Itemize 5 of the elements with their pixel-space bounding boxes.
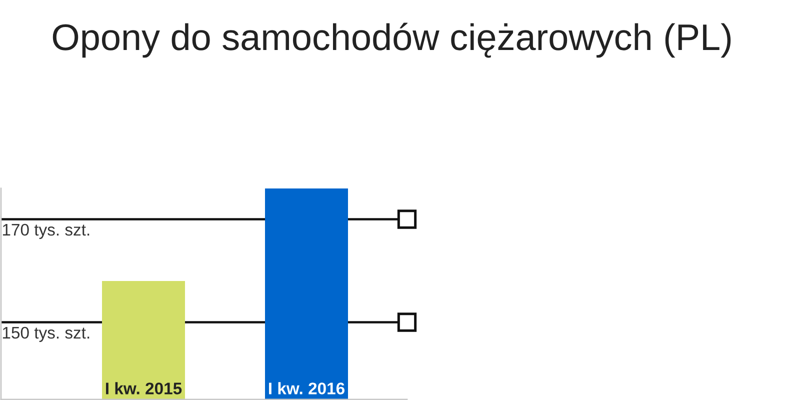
x-tick-label: I kw. 2015 — [106, 382, 182, 394]
x-tick-label: I kw. 2016 — [269, 382, 345, 394]
chart-title: Opony do samochodów ciężarowych (PL) — [52, 22, 731, 58]
y-tick-label: 150 tys. szt. — [2, 326, 90, 342]
y-tick-label: 170 tys. szt. — [2, 224, 90, 239]
